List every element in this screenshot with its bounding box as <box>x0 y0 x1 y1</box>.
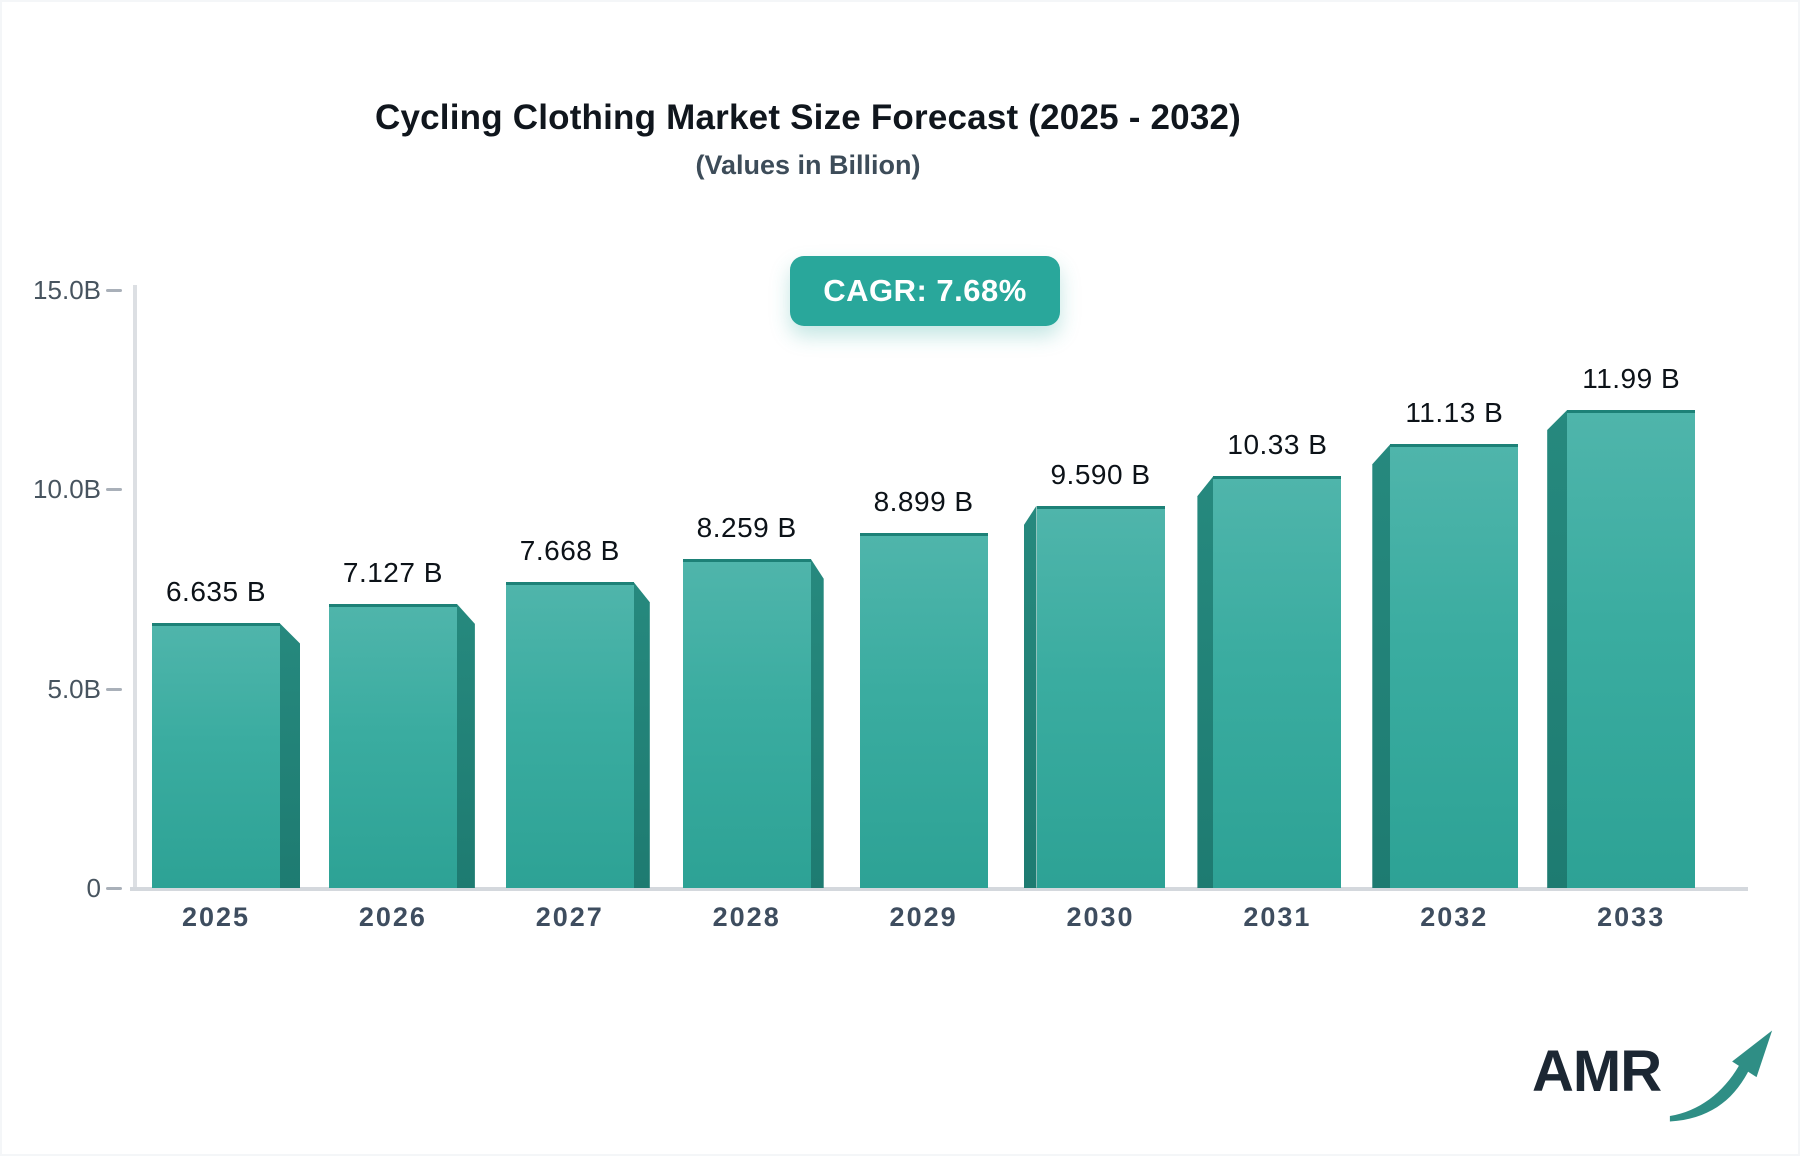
x-tick-label: 2032 <box>1420 902 1489 932</box>
bar <box>1567 409 1696 888</box>
y-tick-label: 10.0B <box>33 474 101 505</box>
bar <box>328 603 457 888</box>
chart-subtitle: (Values in Billion) <box>695 150 921 180</box>
x-tick-label: 2026 <box>358 902 427 932</box>
bar <box>152 623 280 888</box>
trend-arrow-icon <box>1669 1030 1773 1122</box>
x-tick-label: 2033 <box>1597 902 1666 932</box>
x-tick-label: 2025 <box>181 902 251 932</box>
bar-side-right <box>456 603 475 888</box>
bar-value-label: 7.668 B <box>519 535 620 567</box>
bar-value-label: 11.99 B <box>1582 362 1681 394</box>
y-tick-mark <box>106 887 122 890</box>
bar-value-label: 8.899 B <box>873 486 974 518</box>
chart-title: Cycling Clothing Market Size Forecast (2… <box>374 98 1242 137</box>
amr-logo-text: AMR <box>1532 1039 1662 1104</box>
bar-value-label: 8.259 B <box>696 511 797 543</box>
cagr-badge: CAGR: 7.68% <box>790 256 1060 326</box>
bar <box>859 533 988 888</box>
y-tick-label: 15.0B <box>33 275 101 305</box>
cagr-badge-label: CAGR: 7.68% <box>823 273 1027 308</box>
bar-side-left <box>1023 505 1037 888</box>
x-axis-line <box>130 887 1748 891</box>
bar-side-left <box>1197 476 1214 888</box>
x-tick-label: 2030 <box>1066 902 1135 932</box>
x-tick-label: 2029 <box>889 902 958 932</box>
bar-side-left <box>1547 409 1568 888</box>
x-tick-label: 2031 <box>1243 902 1312 932</box>
bar <box>505 582 634 888</box>
x-tick-label: 2027 <box>535 902 604 932</box>
bar-side-right <box>280 623 300 888</box>
bar <box>1390 444 1519 888</box>
y-tick-label: 5.0B <box>47 673 102 704</box>
bar-value-label: 6.635 B <box>165 576 267 608</box>
bar-side-right <box>633 582 650 888</box>
y-axis-line <box>133 285 137 891</box>
x-tick-label: 2028 <box>712 902 781 932</box>
bar <box>682 558 811 888</box>
amr-logo: AMR <box>1526 1030 1776 1122</box>
y-tick-mark <box>106 289 122 292</box>
bar-side-right <box>810 558 824 888</box>
y-tick-label: 0 <box>86 873 101 903</box>
bar-value-label: 10.33 B <box>1227 429 1328 461</box>
bar-value-label: 9.590 B <box>1050 458 1151 490</box>
y-tick-mark <box>106 687 122 691</box>
bar <box>1036 505 1165 888</box>
bar <box>1213 476 1342 888</box>
bar-side-left <box>1372 444 1391 888</box>
bar-value-label: 7.127 B <box>342 556 443 588</box>
bar-value-label: 11.13 B <box>1405 397 1504 429</box>
y-tick-mark <box>106 488 122 492</box>
